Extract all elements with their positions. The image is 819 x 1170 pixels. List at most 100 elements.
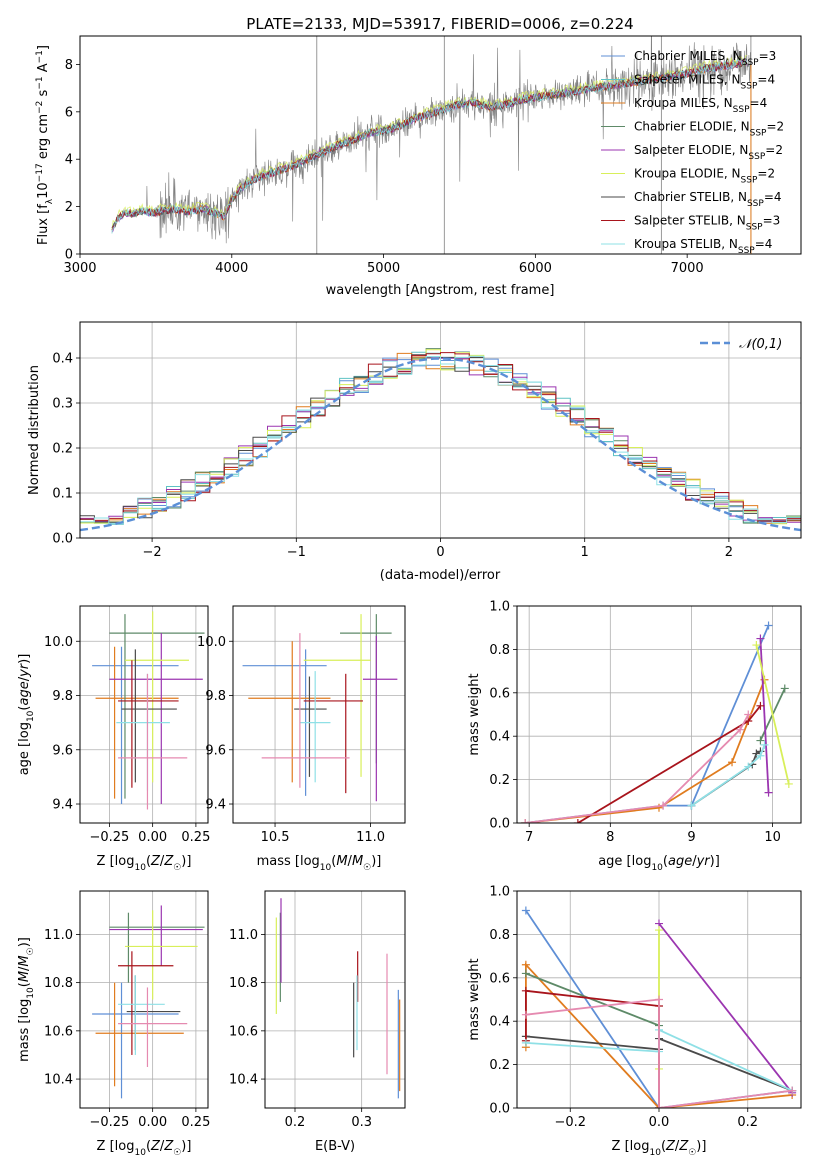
plot-area	[92, 611, 205, 810]
y-tick-label: 2	[65, 200, 73, 215]
weight-marker	[521, 1010, 530, 1019]
x-tick-label: 0.3	[351, 1115, 372, 1130]
panel-ebv-mass: 0.2 0.3 10.4 10.6 10.8 11.0 E(B-V)	[229, 890, 406, 1154]
legend: Chabrier MILES, NSSP=3 Salpeter MILES, NS…	[601, 49, 784, 256]
y-tick-label: 0.0	[489, 817, 510, 832]
y-tick-label: 0.6	[489, 971, 510, 986]
weight-marker	[521, 986, 530, 995]
legend-entry: Kroupa MILES, NSSP=4	[634, 96, 767, 115]
legend-entry: Kroupa ELODIE, NSSP=2	[634, 167, 775, 186]
x-axis-label: Z [log10(Z/Z☉)]	[97, 1139, 192, 1158]
y-tick-label: 10.6	[44, 1024, 73, 1039]
panel-Z-weight: −0.2 0.0 0.2 0.0 0.2 0.4 0.6 0.8 1.0 Z [log10(Z/Z…	[467, 885, 802, 1158]
weight-marker	[736, 725, 745, 734]
panel-age-weight: 7 8 9 10 0.0 0.2 0.4 0.6 0.8 1.0 age [log10(age/yr…	[467, 600, 802, 873]
x-tick-label: 10.5	[261, 830, 290, 845]
x-tick-label: −2	[143, 545, 162, 560]
x-tick-label: 0.2	[285, 1115, 306, 1130]
weight-marker	[752, 641, 761, 650]
y-tick-label: 1.0	[489, 885, 510, 900]
y-tick-label: 0.0	[52, 532, 73, 547]
x-tick-label: 6000	[519, 261, 552, 276]
x-tick-label: 1	[581, 545, 589, 560]
x-axis-label: (data-model)/error	[380, 568, 501, 583]
x-axis-label: Z [log10(Z/Z☉)]	[612, 1139, 707, 1158]
plot-area	[92, 905, 205, 1099]
x-tick-label: 7000	[671, 261, 704, 276]
y-tick-label: 0.3	[52, 397, 73, 412]
legend-entry: Chabrier MILES, NSSP=3	[634, 49, 776, 68]
plot-area	[275, 898, 401, 1099]
x-axis-label: wavelength [Angstrom, rest frame]	[326, 283, 555, 298]
weight-line	[755, 644, 790, 785]
weight-line	[658, 922, 793, 1094]
normal-curve	[80, 357, 801, 532]
weight-marker	[764, 788, 773, 797]
axes-frame	[232, 605, 406, 824]
x-tick-label: −0.25	[89, 1115, 129, 1130]
y-tick-label: 4	[65, 153, 73, 168]
panel-mass-age: 10.5 11.0 9.4 9.6 9.8 10.0 mass [log10(M/M☉)]	[197, 605, 406, 873]
y-tick-label: 1.0	[489, 600, 510, 615]
x-tick-label: 0.25	[181, 1115, 210, 1130]
y-tick-label: 10.0	[44, 635, 73, 650]
legend-entry: Salpeter ELODIE, NSSP=2	[634, 143, 783, 162]
axes-frame	[264, 890, 406, 1109]
weight-marker	[756, 634, 765, 643]
y-axis-label: mass weight	[467, 673, 482, 755]
weight-marker	[788, 1086, 797, 1095]
plot-area	[521, 621, 793, 823]
y-tick-label: 0.1	[52, 487, 73, 502]
x-tick-label: 5000	[367, 261, 400, 276]
weight-line	[524, 714, 750, 823]
x-tick-label: −0.25	[89, 830, 129, 845]
weight-marker	[521, 906, 530, 915]
y-tick-label: 10.4	[229, 1073, 258, 1088]
y-tick-label: 6	[65, 105, 73, 120]
y-tick-label: 0.4	[52, 352, 73, 367]
y-tick-label: 0.4	[489, 1015, 510, 1030]
x-tick-label: 0.25	[181, 830, 210, 845]
y-tick-label: 9.8	[205, 689, 226, 704]
legend-entry: Salpeter MILES, NSSP=4	[634, 73, 775, 92]
weight-marker	[655, 1104, 663, 1108]
y-tick-label: 0.2	[489, 1058, 510, 1073]
weight-marker	[744, 710, 753, 719]
weight-line	[525, 972, 660, 1027]
panel-spectrum: 3000 4000 5000 6000 7000 0 2 4 6 8 wavelength [Ang…	[35, 35, 802, 298]
weight-marker	[655, 803, 663, 812]
weight-marker	[521, 960, 530, 969]
plot-area	[80, 348, 801, 532]
model-line	[111, 58, 748, 233]
x-tick-label: 7	[525, 830, 533, 845]
y-tick-label: 11.0	[44, 928, 73, 943]
legend-entry: Kroupa STELIB, NSSP=4	[634, 237, 772, 256]
legend-entry: 𝒩(0,1)	[739, 337, 782, 352]
y-tick-label: 0.6	[489, 686, 510, 701]
weight-marker	[780, 684, 789, 693]
histogram-step	[80, 355, 801, 524]
y-tick-label: 9.6	[205, 743, 226, 758]
x-axis-label: E(B-V)	[315, 1139, 355, 1154]
legend-entry: Chabrier STELIB, NSSP=4	[634, 190, 782, 209]
x-tick-label: 10	[764, 830, 781, 845]
y-tick-label: 10.8	[44, 976, 73, 991]
plot-area	[111, 36, 752, 254]
weight-marker	[687, 801, 696, 810]
weight-marker	[521, 1038, 530, 1047]
axes-frame	[79, 35, 802, 255]
plot-area	[242, 614, 398, 802]
x-tick-label: 4000	[215, 261, 248, 276]
x-tick-label: 0.0	[649, 1115, 670, 1130]
axes-frame	[79, 321, 802, 539]
weight-marker	[573, 819, 582, 823]
y-axis-label: Flux [fλ10−17 erg cm−2 s−1 A−1]	[35, 45, 55, 245]
axes-frame	[516, 605, 802, 824]
x-axis-label: mass [log10(M/M☉)]	[257, 854, 382, 873]
weight-marker	[764, 621, 773, 630]
panel-residuals: −2 −1 0 1 2 0.0 0.1 0.2 0.3 0.4 (data-model)/error…	[27, 321, 802, 583]
y-tick-label: 10.8	[229, 976, 258, 991]
weight-marker	[655, 995, 663, 1004]
legend-entry: Chabrier ELODIE, NSSP=2	[634, 120, 784, 139]
